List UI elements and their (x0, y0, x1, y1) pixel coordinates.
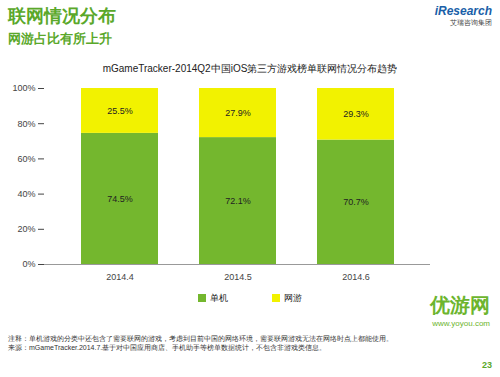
svg-text:72.1%: 72.1% (225, 196, 251, 206)
html-text:www.yoyou.com: www.yoyou.com (432, 319, 490, 328)
svg-text:80%: 80% (17, 119, 35, 129)
svg-text:0%: 0% (22, 259, 35, 269)
svg-text:27.9%: 27.9% (225, 108, 251, 118)
html-text:iResearch: iResearch (434, 4, 492, 18)
html-text:联网情况分布: 联网情况分布 (8, 6, 116, 26)
svg-text:74.5%: 74.5% (107, 194, 133, 204)
svg-text:60%: 60% (17, 154, 35, 164)
svg-text:20%: 20% (17, 224, 35, 234)
html-text:艾瑞咨询集团: 艾瑞咨询集团 (450, 19, 492, 26)
svg-text:2014.5: 2014.5 (224, 272, 252, 282)
html-text:注释：单机游戏的分类中还包含了需要联网的游戏，考虑到目前中国: 注释：单机游戏的分类中还包含了需要联网的游戏，考虑到目前中国的网络环境，需要联网… (8, 335, 393, 342)
svg-text:2014.4: 2014.4 (106, 272, 134, 282)
svg-text:40%: 40% (17, 189, 35, 199)
svg-text:25.5%: 25.5% (107, 106, 133, 116)
html-text:单机: 单机 (210, 293, 228, 303)
html-text:mGameTracker-2014Q2中国iOS第三方游戏榜: mGameTracker-2014Q2中国iOS第三方游戏榜单联网情况分布趋势 (102, 63, 398, 74)
svg-text:70.7%: 70.7% (343, 197, 369, 207)
html-text:优游网: 优游网 (430, 294, 490, 316)
svg-text:29.3%: 29.3% (343, 109, 369, 119)
svg-text:100%: 100% (12, 83, 35, 93)
html-text:来源：mGameTracker.2014.7.基于对中国应用: 来源：mGameTracker.2014.7.基于对中国应用商店、手机助手等榜单… (8, 344, 327, 351)
svg-text:2014.6: 2014.6 (342, 272, 370, 282)
html-text:23: 23 (482, 360, 492, 370)
html-text:网游占比有所上升: 网游占比有所上升 (8, 31, 112, 46)
html-text:网游: 网游 (284, 293, 302, 303)
